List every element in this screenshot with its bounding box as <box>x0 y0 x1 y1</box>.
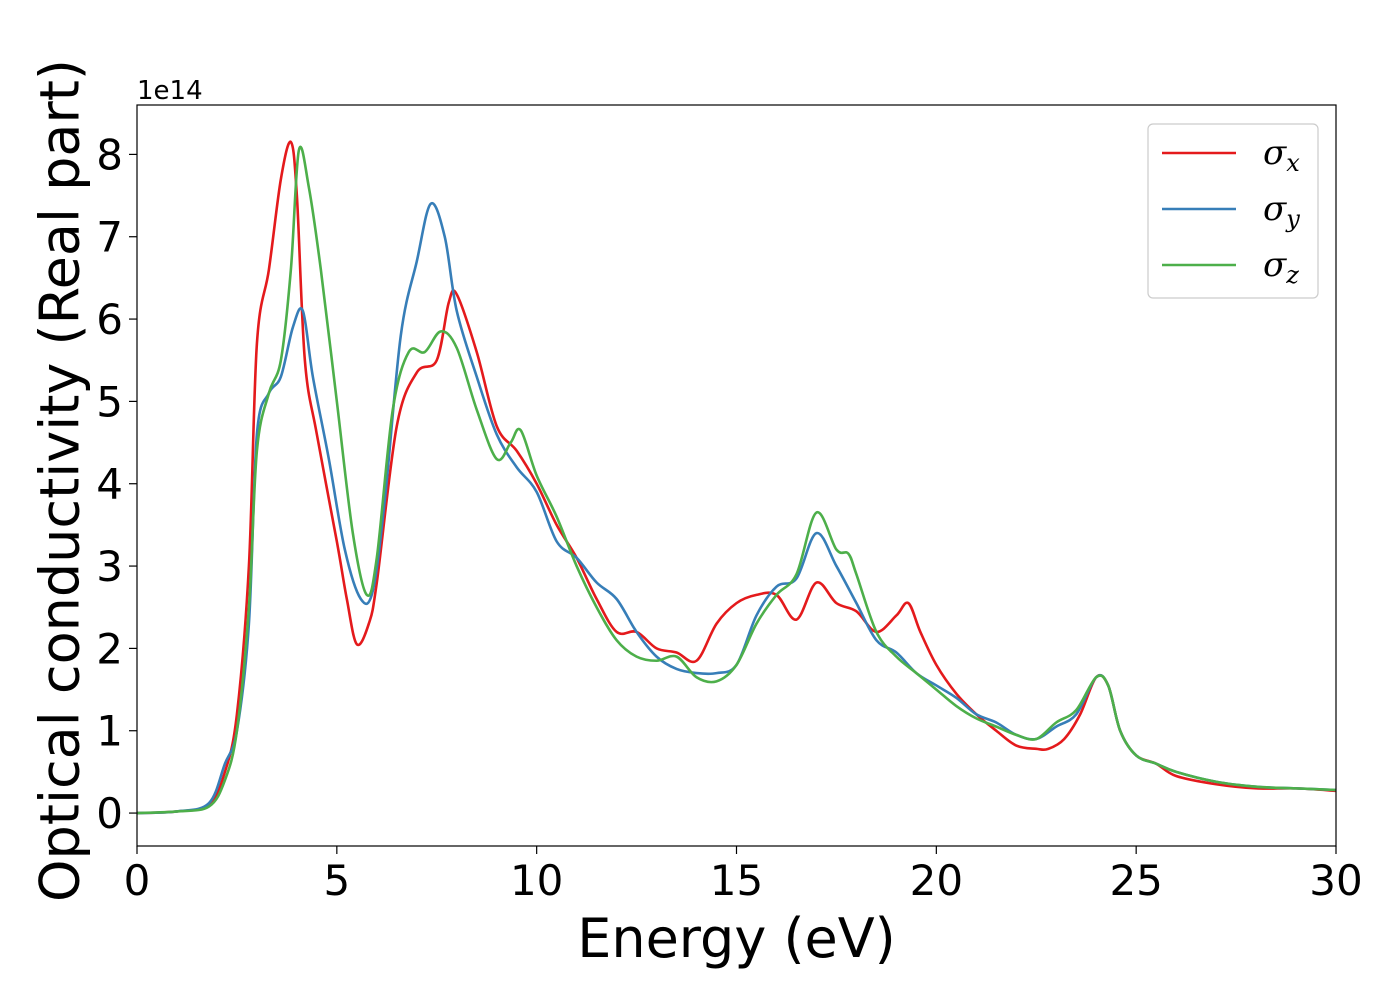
y-tick-label: 7 <box>96 213 123 262</box>
series-line-y <box>137 202 1336 815</box>
y-tick-label: 5 <box>96 377 123 426</box>
legend-label-z: σz <box>1263 245 1299 289</box>
y-tick-label: 4 <box>96 460 123 509</box>
plot-series <box>137 140 1336 815</box>
x-tick-label: 30 <box>1309 856 1362 905</box>
legend: σx σy σz <box>1147 123 1319 299</box>
legend-label-x: σx <box>1263 133 1300 177</box>
x-tick-label: 20 <box>910 856 963 905</box>
x-tick-label: 10 <box>510 856 563 905</box>
y-tick-label: 0 <box>96 789 123 838</box>
series-line-z <box>137 145 1336 815</box>
y-tick-label: 8 <box>96 130 123 179</box>
y-axis-offset-label: 1e14 <box>137 76 203 106</box>
y-tick-label: 1 <box>96 707 123 756</box>
y-tick-label: 6 <box>96 295 123 344</box>
y-tick-label: 2 <box>96 624 123 673</box>
x-tick-label: 0 <box>124 856 151 905</box>
x-axis-ticks: 0 5 10 15 20 25 30 <box>124 846 1363 905</box>
y-axis-title: Optical conductivity (Real part) <box>29 59 92 902</box>
x-tick-label: 15 <box>710 856 763 905</box>
legend-box <box>1147 123 1319 299</box>
x-axis-title: Energy (eV) <box>577 907 896 970</box>
y-tick-label: 3 <box>96 542 123 591</box>
x-tick-label: 5 <box>323 856 350 905</box>
y-axis-ticks: 0 1 2 3 4 5 6 7 8 <box>96 130 137 838</box>
legend-label-y: σy <box>1263 189 1300 233</box>
x-tick-label: 25 <box>1109 856 1162 905</box>
